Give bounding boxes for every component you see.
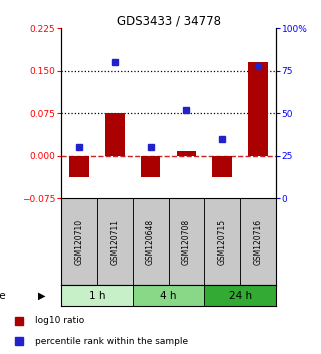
Bar: [177, 151, 196, 156]
Bar: [204, 198, 240, 285]
Bar: [61, 198, 97, 285]
Bar: [240, 198, 276, 285]
Text: time: time: [0, 291, 6, 301]
Bar: [248, 62, 268, 156]
Bar: [213, 156, 232, 177]
Text: percentile rank within the sample: percentile rank within the sample: [35, 337, 188, 346]
Text: GSM120715: GSM120715: [218, 218, 227, 265]
Text: GSM120648: GSM120648: [146, 218, 155, 265]
Text: ▶: ▶: [38, 291, 46, 301]
Bar: [204, 285, 276, 306]
Title: GDS3433 / 34778: GDS3433 / 34778: [117, 14, 221, 27]
Bar: [97, 198, 133, 285]
Bar: [133, 285, 204, 306]
Bar: [141, 156, 160, 177]
Text: GSM120708: GSM120708: [182, 218, 191, 265]
Text: GSM120711: GSM120711: [110, 219, 119, 264]
Bar: [69, 156, 89, 177]
Text: GSM120710: GSM120710: [74, 218, 83, 265]
Bar: [169, 198, 204, 285]
Text: 1 h: 1 h: [89, 291, 105, 301]
Text: GSM120716: GSM120716: [254, 218, 263, 265]
Text: 24 h: 24 h: [229, 291, 252, 301]
Bar: [61, 285, 133, 306]
Bar: [133, 198, 169, 285]
Text: log10 ratio: log10 ratio: [35, 316, 84, 325]
Text: 4 h: 4 h: [160, 291, 177, 301]
Bar: [105, 113, 125, 156]
